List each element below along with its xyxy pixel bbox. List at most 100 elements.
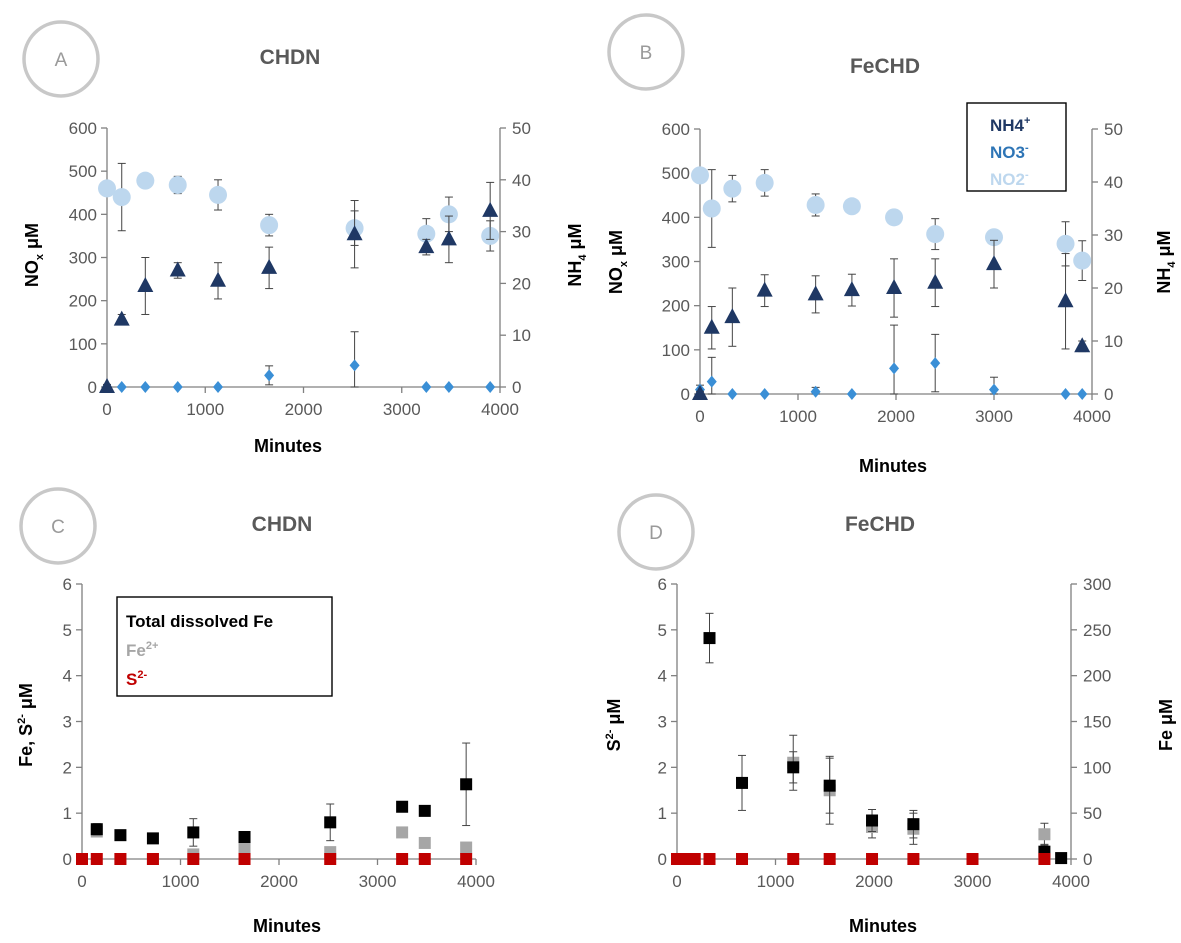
y-tick-label: 0 bbox=[88, 378, 97, 397]
legend-entry-fe2: Fe2+ bbox=[126, 640, 158, 660]
y-right-tick-label: 250 bbox=[1083, 621, 1111, 640]
panel-title: CHDN bbox=[260, 46, 321, 69]
data-point-no2 bbox=[136, 171, 155, 190]
data-point-total_fe bbox=[703, 632, 716, 645]
y-right-tick-label: 40 bbox=[512, 171, 531, 190]
panel-c: C CHDN Minutes Fe, S2- μM 0 1 2 3 4 5 6 0 1000 20… bbox=[16, 487, 495, 936]
data-point-s2 bbox=[966, 853, 979, 865]
data-point-total_fe bbox=[114, 829, 127, 842]
panel-badge-circle bbox=[607, 13, 685, 91]
data-point-total_fe bbox=[866, 814, 879, 827]
panel-badge-circle bbox=[617, 493, 695, 571]
data-point-s2 bbox=[396, 853, 409, 865]
panel-badge-circle bbox=[19, 487, 97, 565]
plot-area: 0 1 2 3 4 5 6 0 1000 2000 3000 4000 bbox=[63, 575, 495, 891]
data-point-no3 bbox=[172, 381, 183, 393]
data-point-no3 bbox=[1060, 388, 1071, 400]
y-axis-right-label: NH4 μM bbox=[1154, 230, 1178, 293]
x-tick-label: 3000 bbox=[975, 407, 1013, 426]
panel-b: B FeCHD Minutes NOx μM NH4 μM 0100200300… bbox=[606, 13, 1178, 476]
data-point-nh4 bbox=[418, 238, 435, 254]
y-right-tick-label: 50 bbox=[1104, 120, 1123, 139]
y-right-tick-label: 20 bbox=[512, 274, 531, 293]
x-tick-label: 3000 bbox=[359, 872, 397, 891]
x-tick-label: 0 bbox=[695, 407, 704, 426]
y-tick-label: 3 bbox=[658, 713, 667, 732]
x-tick-label: 1000 bbox=[779, 407, 817, 426]
y-right-tick-label: 50 bbox=[512, 119, 531, 138]
y-right-tick-label: 20 bbox=[1104, 279, 1123, 298]
data-point-nh4 bbox=[210, 271, 227, 287]
data-point-no3 bbox=[706, 375, 717, 388]
legend-entry-no2: NO2- bbox=[990, 169, 1029, 189]
panel-badge-label: D bbox=[649, 523, 663, 544]
data-point-no3 bbox=[889, 362, 900, 375]
x-tick-label: 4000 bbox=[1052, 872, 1090, 891]
y-axis-left-label: S2- μM bbox=[604, 699, 624, 752]
y-tick-label: 100 bbox=[69, 335, 97, 354]
data-point-s2 bbox=[823, 853, 836, 865]
data-point-no3 bbox=[485, 381, 496, 393]
data-point-no2 bbox=[1073, 251, 1092, 270]
data-point-fe2 bbox=[460, 841, 473, 854]
data-point-s2 bbox=[146, 853, 159, 865]
data-point-no3 bbox=[727, 388, 738, 400]
data-point-no3 bbox=[264, 369, 275, 382]
y-tick-label: 5 bbox=[658, 621, 667, 640]
y-right-tick-label: 200 bbox=[1083, 667, 1111, 686]
data-point-no2 bbox=[112, 188, 131, 207]
data-point-no3 bbox=[349, 359, 360, 372]
data-point-nh4 bbox=[756, 281, 773, 297]
y-tick-label: 6 bbox=[658, 575, 667, 594]
data-point-no2 bbox=[885, 208, 904, 227]
data-point-no3 bbox=[116, 381, 127, 393]
y-tick-label: 0 bbox=[63, 850, 72, 869]
data-point-nh4 bbox=[440, 230, 457, 246]
panel-badge-label: A bbox=[55, 50, 68, 71]
data-point-no2 bbox=[702, 199, 721, 218]
data-point-no2 bbox=[926, 225, 945, 244]
data-point-no2 bbox=[723, 179, 742, 198]
legend-entry-no3: NO3- bbox=[990, 142, 1029, 162]
data-point-s2 bbox=[76, 853, 88, 865]
data-point-no3 bbox=[1077, 388, 1088, 400]
y-right-tick-label: 10 bbox=[1104, 332, 1123, 351]
y-tick-label: 400 bbox=[69, 205, 97, 224]
data-point-total_fe bbox=[238, 831, 251, 843]
x-tick-label: 4000 bbox=[457, 872, 495, 891]
y-tick-label: 4 bbox=[658, 667, 667, 686]
data-point-nh4 bbox=[807, 285, 824, 301]
panel-title: FeCHD bbox=[845, 513, 915, 536]
y-tick-label: 0 bbox=[658, 850, 667, 869]
x-tick-label: 3000 bbox=[954, 872, 992, 891]
y-tick-label: 600 bbox=[662, 120, 690, 139]
data-point-no2 bbox=[168, 175, 187, 194]
y-tick-label: 1 bbox=[63, 804, 72, 823]
y-tick-label: 500 bbox=[69, 162, 97, 181]
panel-d: D FeCHD Minutes S2- μM Fe μM 0 1 2 3 4 5 6 0 50 1… bbox=[604, 493, 1176, 936]
panel-badge-label: B bbox=[640, 43, 653, 64]
x-tick-label: 2000 bbox=[855, 872, 893, 891]
data-point-no2 bbox=[417, 224, 436, 243]
data-point-nh4 bbox=[843, 281, 860, 297]
data-point-nh4 bbox=[99, 378, 115, 393]
data-point-nh4 bbox=[927, 273, 944, 289]
data-point-nh4 bbox=[692, 385, 708, 400]
data-point-fe2 bbox=[1038, 828, 1051, 841]
x-axis-label: Minutes bbox=[859, 456, 927, 476]
data-point-no2 bbox=[260, 216, 279, 235]
y-tick-label: 600 bbox=[69, 119, 97, 138]
data-point-s2 bbox=[787, 853, 800, 865]
data-point-no3 bbox=[810, 385, 821, 398]
y-right-tick-label: 0 bbox=[512, 378, 521, 397]
legend-box bbox=[966, 102, 1067, 192]
x-axis-label: Minutes bbox=[254, 436, 322, 456]
y-axis-left-label: Fe, S2- μM bbox=[16, 683, 36, 767]
data-point-total_fe bbox=[460, 778, 473, 791]
x-axis-label: Minutes bbox=[253, 916, 321, 936]
y-right-tick-label: 50 bbox=[1083, 804, 1102, 823]
data-point-s2 bbox=[907, 853, 920, 865]
x-tick-label: 4000 bbox=[481, 400, 519, 419]
y-tick-label: 300 bbox=[662, 253, 690, 272]
